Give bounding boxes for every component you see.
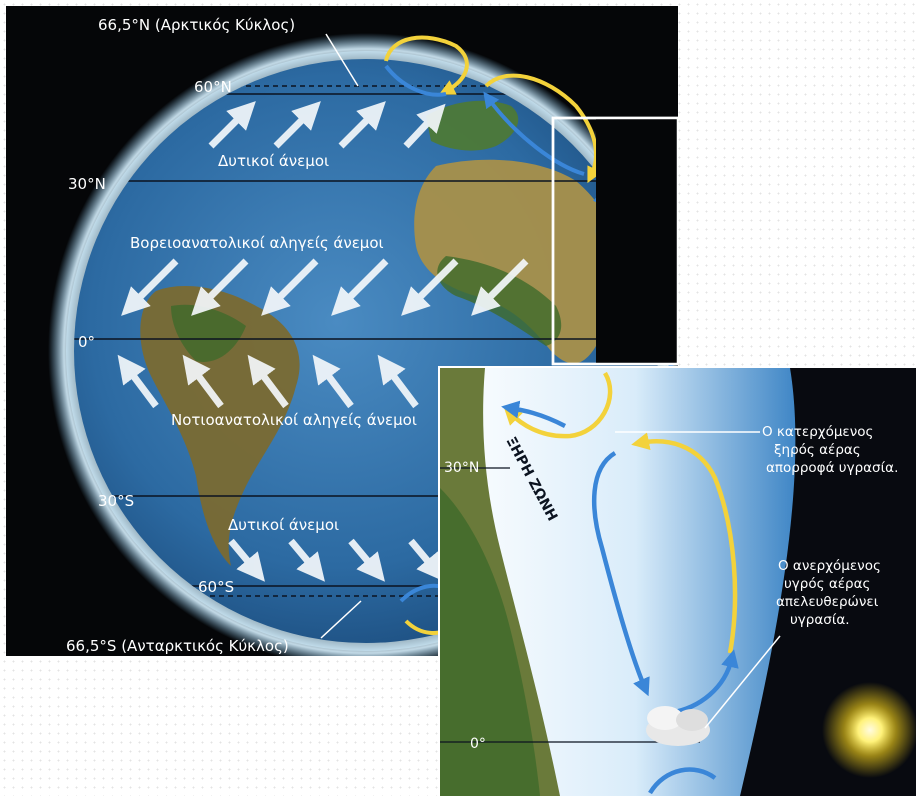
label-arctic-circle: 66,5°N (Αρκτικός Κύκλος) [98,16,295,34]
inset-label-equator: 0° [470,736,486,752]
africa [414,159,626,364]
descending-air-line-1: Ο κατερχόμενος [762,424,873,440]
inset-panel: 30°N 0° ΞΗΡΗ ΖΩΝΗ Ο κατερχόμενος ξηρός α… [438,366,916,796]
descending-air-line-3: απορροφά υγρασία. [766,460,898,476]
descending-air-line-2: ξηρός αέρας [774,442,861,458]
label-antarctic-circle: 66,5°S (Ανταρκτικός Κύκλος) [66,637,289,655]
label-30n: 30°N [68,175,106,193]
label-60s: 60°S [198,578,234,596]
sun [822,682,916,778]
inset-label-30n: 30°N [444,460,479,476]
se-trades-arrows [117,354,419,409]
rising-air-line-4: υγρασία. [790,612,850,628]
rising-air-line-3: απελευθερώνει [776,594,879,610]
label-ne-trades: Βορειοανατολικοί αληγείς άνεμοι [130,234,384,252]
inset-diagram: 30°N 0° ΞΗΡΗ ΖΩΝΗ Ο κατερχόμενος ξηρός α… [440,368,916,796]
rising-air-line-2: υγρός αέρας [784,576,870,592]
westerlies-south-arrows [228,538,445,582]
label-equator: 0° [78,333,95,351]
westerlies-north-arrows [208,101,446,149]
cloud [646,706,710,746]
label-se-trades: Νοτιοανατολικοί αληγείς άνεμοι [171,411,417,429]
label-30s: 30°S [98,492,134,510]
label-60n: 60°N [194,78,232,96]
label-westerlies-south: Δυτικοί άνεμοι [228,516,339,534]
ne-trades-arrows [121,258,529,316]
rising-air-line-1: Ο ανερχόμενος [778,558,881,574]
label-westerlies-north: Δυτικοί άνεμοι [218,152,329,170]
